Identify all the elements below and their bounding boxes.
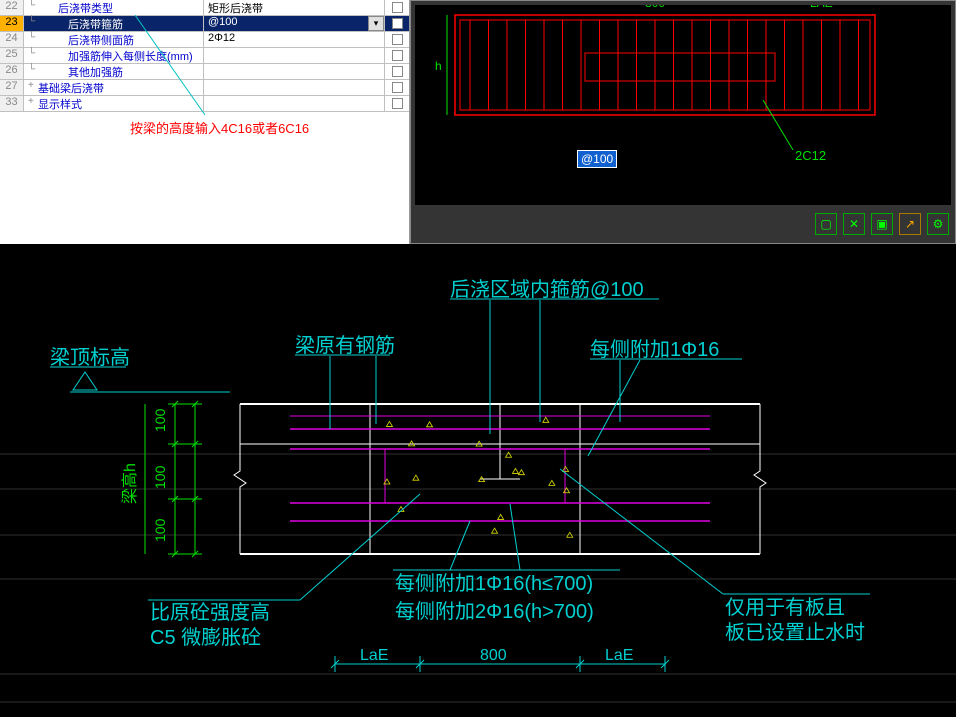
cad-preview-canvas[interactable]: 800 LAE h 2C12 @100 xyxy=(415,5,951,205)
reset-icon[interactable]: ▢ xyxy=(815,213,837,235)
cad-preview-top: 800 LAE h 2C12 @100 ▢ ✕ ▣ ↗ ⚙ xyxy=(410,0,956,244)
svg-text:LaE: LaE xyxy=(360,647,388,664)
svg-text:比原砼强度高: 比原砼强度高 xyxy=(150,601,270,624)
property-value[interactable] xyxy=(204,96,385,111)
annotation-leader xyxy=(135,15,230,120)
svg-text:仅用于有板且: 仅用于有板且 xyxy=(725,596,845,619)
svg-text:每侧附加1Φ16(h≤700): 每侧附加1Φ16(h≤700) xyxy=(395,572,593,595)
svg-text:2C12: 2C12 xyxy=(795,148,826,163)
property-row[interactable]: 22└后浇带类型矩形后浇带 xyxy=(0,0,409,16)
svg-text:800: 800 xyxy=(480,647,507,664)
svg-text:100: 100 xyxy=(152,408,168,432)
svg-text:800: 800 xyxy=(645,5,665,10)
svg-text:h: h xyxy=(435,59,442,73)
svg-text:梁原有钢筋: 梁原有钢筋 xyxy=(295,334,395,357)
property-value[interactable]: 矩形后浇带 xyxy=(204,0,385,15)
fit-icon[interactable]: ▣ xyxy=(871,213,893,235)
svg-text:C5 微膨胀砼: C5 微膨胀砼 xyxy=(150,626,261,649)
svg-text:100: 100 xyxy=(152,465,168,489)
svg-text:每侧附加1Φ16: 每侧附加1Φ16 xyxy=(590,338,719,361)
property-check[interactable] xyxy=(385,0,409,15)
row-number: 27 xyxy=(0,80,24,95)
preview-toolbar: ▢ ✕ ▣ ↗ ⚙ xyxy=(815,213,949,235)
svg-text:100: 100 xyxy=(152,518,168,542)
property-value[interactable]: @100▾ xyxy=(204,16,385,31)
expand-icon[interactable]: + xyxy=(28,80,34,91)
svg-text:板已设置止水时: 板已设置止水时 xyxy=(725,621,865,644)
property-check[interactable] xyxy=(385,80,409,95)
svg-text:梁顶标高: 梁顶标高 xyxy=(50,346,130,369)
dropdown-icon[interactable]: ▾ xyxy=(368,16,384,31)
stirrup-spacing-input[interactable]: @100 xyxy=(577,150,617,168)
svg-text:后浇区域内箍筋@100: 后浇区域内箍筋@100 xyxy=(450,278,644,301)
svg-text:每侧附加2Φ16(h>700): 每侧附加2Φ16(h>700) xyxy=(395,600,594,623)
property-check[interactable] xyxy=(385,96,409,111)
property-value[interactable] xyxy=(204,80,385,95)
row-number: 25 xyxy=(0,48,24,63)
row-number: 26 xyxy=(0,64,24,79)
svg-text:LaE: LaE xyxy=(605,647,633,664)
property-check[interactable] xyxy=(385,16,409,31)
property-check[interactable] xyxy=(385,48,409,63)
svg-text:梁高h: 梁高h xyxy=(121,463,139,504)
property-check[interactable] xyxy=(385,64,409,79)
row-number: 23 xyxy=(0,16,24,31)
settings-icon[interactable]: ⚙ xyxy=(927,213,949,235)
row-number: 24 xyxy=(0,32,24,47)
property-check[interactable] xyxy=(385,32,409,47)
annotation-note: 按梁的高度输入4C16或者6C16 xyxy=(130,118,309,137)
row-number: 33 xyxy=(0,96,24,111)
export-icon[interactable]: ↗ xyxy=(899,213,921,235)
property-name: └后浇带类型 xyxy=(24,0,204,15)
property-value[interactable] xyxy=(204,64,385,79)
row-number: 22 xyxy=(0,0,24,15)
property-value[interactable] xyxy=(204,48,385,63)
cad-drawing-main[interactable]: 100 100 100 梁高h LaE 800 LaE 梁顶标高 梁原有钢筋 后浇区域内箍筋@10… xyxy=(0,244,956,717)
full-icon[interactable]: ✕ xyxy=(843,213,865,235)
svg-text:LAE: LAE xyxy=(810,5,833,10)
expand-icon[interactable]: + xyxy=(28,96,34,107)
property-panel: 22└后浇带类型矩形后浇带23└后浇带箍筋@100▾24└后浇带侧面筋2Φ122… xyxy=(0,0,410,244)
property-value[interactable]: 2Φ12 xyxy=(204,32,385,47)
